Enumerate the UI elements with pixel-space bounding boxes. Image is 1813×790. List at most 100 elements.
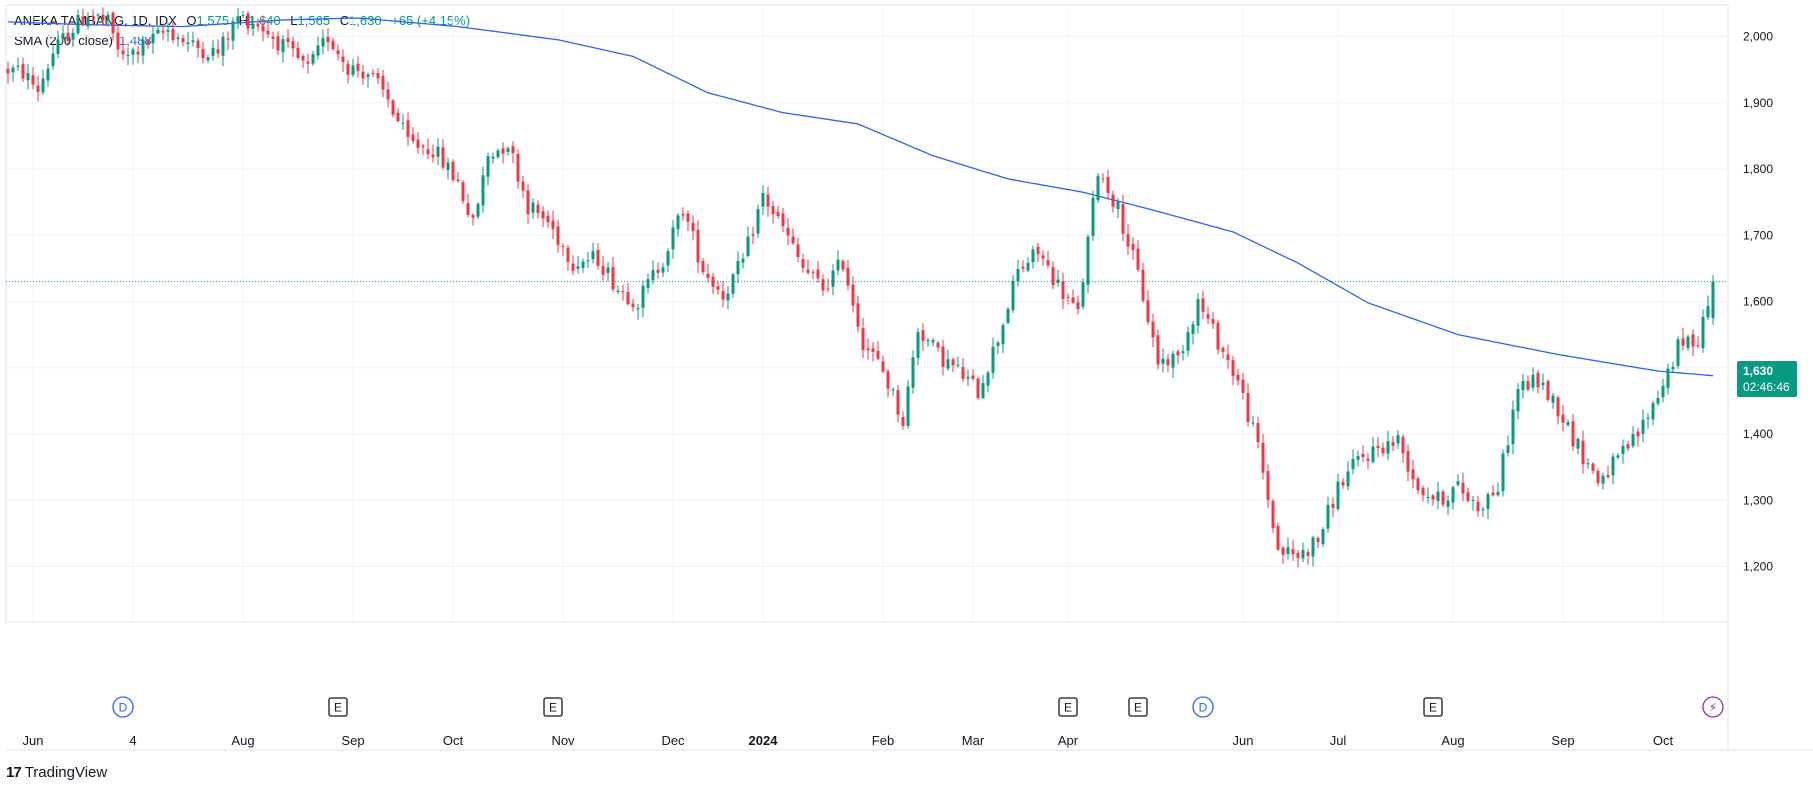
candle-body xyxy=(1521,380,1525,391)
candle-body xyxy=(41,78,45,93)
last-price-badge: 1,630 02:46:46 xyxy=(1737,361,1797,397)
candle-body xyxy=(1266,471,1270,500)
time-tick-label: Jul xyxy=(1330,733,1347,748)
candle-body xyxy=(1571,421,1575,447)
earnings-label: E xyxy=(334,701,342,715)
candle-body xyxy=(706,273,710,278)
last-price-label: 1,630 xyxy=(1743,364,1774,378)
candle-body xyxy=(1201,298,1205,312)
chart-grid xyxy=(5,4,1813,751)
candle-body xyxy=(871,348,875,352)
candle-body xyxy=(1561,414,1565,423)
candle-body xyxy=(1516,389,1520,412)
candle-body xyxy=(1541,382,1545,386)
earnings-icon xyxy=(1058,697,1078,717)
candle-body xyxy=(626,291,630,305)
candle-body xyxy=(1051,267,1055,286)
candle-body xyxy=(321,38,325,47)
time-tick-label: Nov xyxy=(551,733,575,748)
candle-body xyxy=(1086,236,1090,285)
candle-body xyxy=(1406,451,1410,472)
earnings-icon xyxy=(1128,697,1148,717)
earnings-event-marker: E xyxy=(1423,697,1443,717)
candle-body xyxy=(1451,487,1455,503)
candle-body xyxy=(1661,385,1665,398)
candle-body xyxy=(741,258,745,263)
candle-body xyxy=(496,150,500,158)
candle-body xyxy=(886,371,890,389)
candle-body xyxy=(1586,463,1590,465)
candle-body xyxy=(856,303,860,327)
candle-body xyxy=(976,378,980,398)
earnings-event-marker: E xyxy=(1128,697,1148,717)
candle-body xyxy=(46,68,50,81)
candle-body xyxy=(276,36,280,51)
candle-body xyxy=(1081,282,1085,307)
candle-body xyxy=(1596,470,1600,484)
candle-body xyxy=(331,40,335,50)
candle-body xyxy=(501,148,505,154)
candle-body xyxy=(1466,492,1470,501)
candle-body xyxy=(1686,336,1690,348)
price-tick-label: 1,200 xyxy=(1743,560,1773,574)
candle-body xyxy=(1546,381,1550,401)
candle-body xyxy=(1616,455,1620,458)
candle-body xyxy=(1591,463,1595,471)
candle-body xyxy=(606,267,610,273)
earnings-icon xyxy=(543,697,563,717)
candle-body xyxy=(146,40,150,45)
candle-body xyxy=(1106,177,1110,193)
candle-body xyxy=(1416,478,1420,491)
candles-layer xyxy=(6,7,1715,568)
candle-body xyxy=(966,376,970,379)
candle-body xyxy=(566,247,570,262)
candle-body xyxy=(1576,438,1580,449)
candle-body xyxy=(1631,434,1635,447)
candle-body xyxy=(476,203,480,217)
candle-body xyxy=(961,367,965,379)
time-tick-label: Oct xyxy=(443,733,464,748)
candle-body xyxy=(101,14,105,21)
candle-body xyxy=(1111,194,1115,207)
candle-body xyxy=(336,50,340,55)
candle-body xyxy=(396,112,400,122)
candle-body xyxy=(666,251,670,266)
candle-body xyxy=(106,14,110,21)
candle-body xyxy=(506,148,510,152)
candle-body xyxy=(991,346,995,373)
candle-body xyxy=(1006,309,1010,323)
candle-body xyxy=(831,270,835,287)
candle-body xyxy=(771,205,775,215)
close-key: C xyxy=(339,13,350,28)
tradingview-brand[interactable]: 17 TradingView xyxy=(6,764,107,781)
candle-body xyxy=(751,234,755,236)
candle-body xyxy=(1341,481,1345,486)
candle-body xyxy=(1476,501,1480,512)
candle-body xyxy=(1071,297,1075,303)
candle-body xyxy=(591,251,595,260)
candle-body xyxy=(186,42,190,45)
candle-body xyxy=(121,50,125,55)
candle-body xyxy=(1646,417,1650,419)
candle-body xyxy=(1566,422,1570,426)
candle-body xyxy=(1161,358,1165,364)
sma-line xyxy=(7,17,1714,377)
candle-body xyxy=(1026,262,1030,271)
candle-body xyxy=(1366,458,1370,461)
time-tick-label: Aug xyxy=(1441,733,1464,748)
candle-body xyxy=(1291,549,1295,555)
candle-body xyxy=(416,139,420,148)
candle-body xyxy=(161,31,165,33)
candle-body xyxy=(1261,442,1265,473)
candle-body xyxy=(866,348,870,351)
candle-body xyxy=(1346,471,1350,487)
candle-body xyxy=(281,39,285,53)
candle-body xyxy=(816,269,820,279)
candle-body xyxy=(1196,299,1200,326)
candle-body xyxy=(431,154,435,158)
candle-body xyxy=(11,67,15,73)
time-axis: Jun 4 Aug Sep Oct Nov Dec 2024 Feb Mar Apr Jun Jul Au… xyxy=(23,733,1674,748)
candle-body xyxy=(1151,321,1155,338)
candle-body xyxy=(421,145,425,148)
